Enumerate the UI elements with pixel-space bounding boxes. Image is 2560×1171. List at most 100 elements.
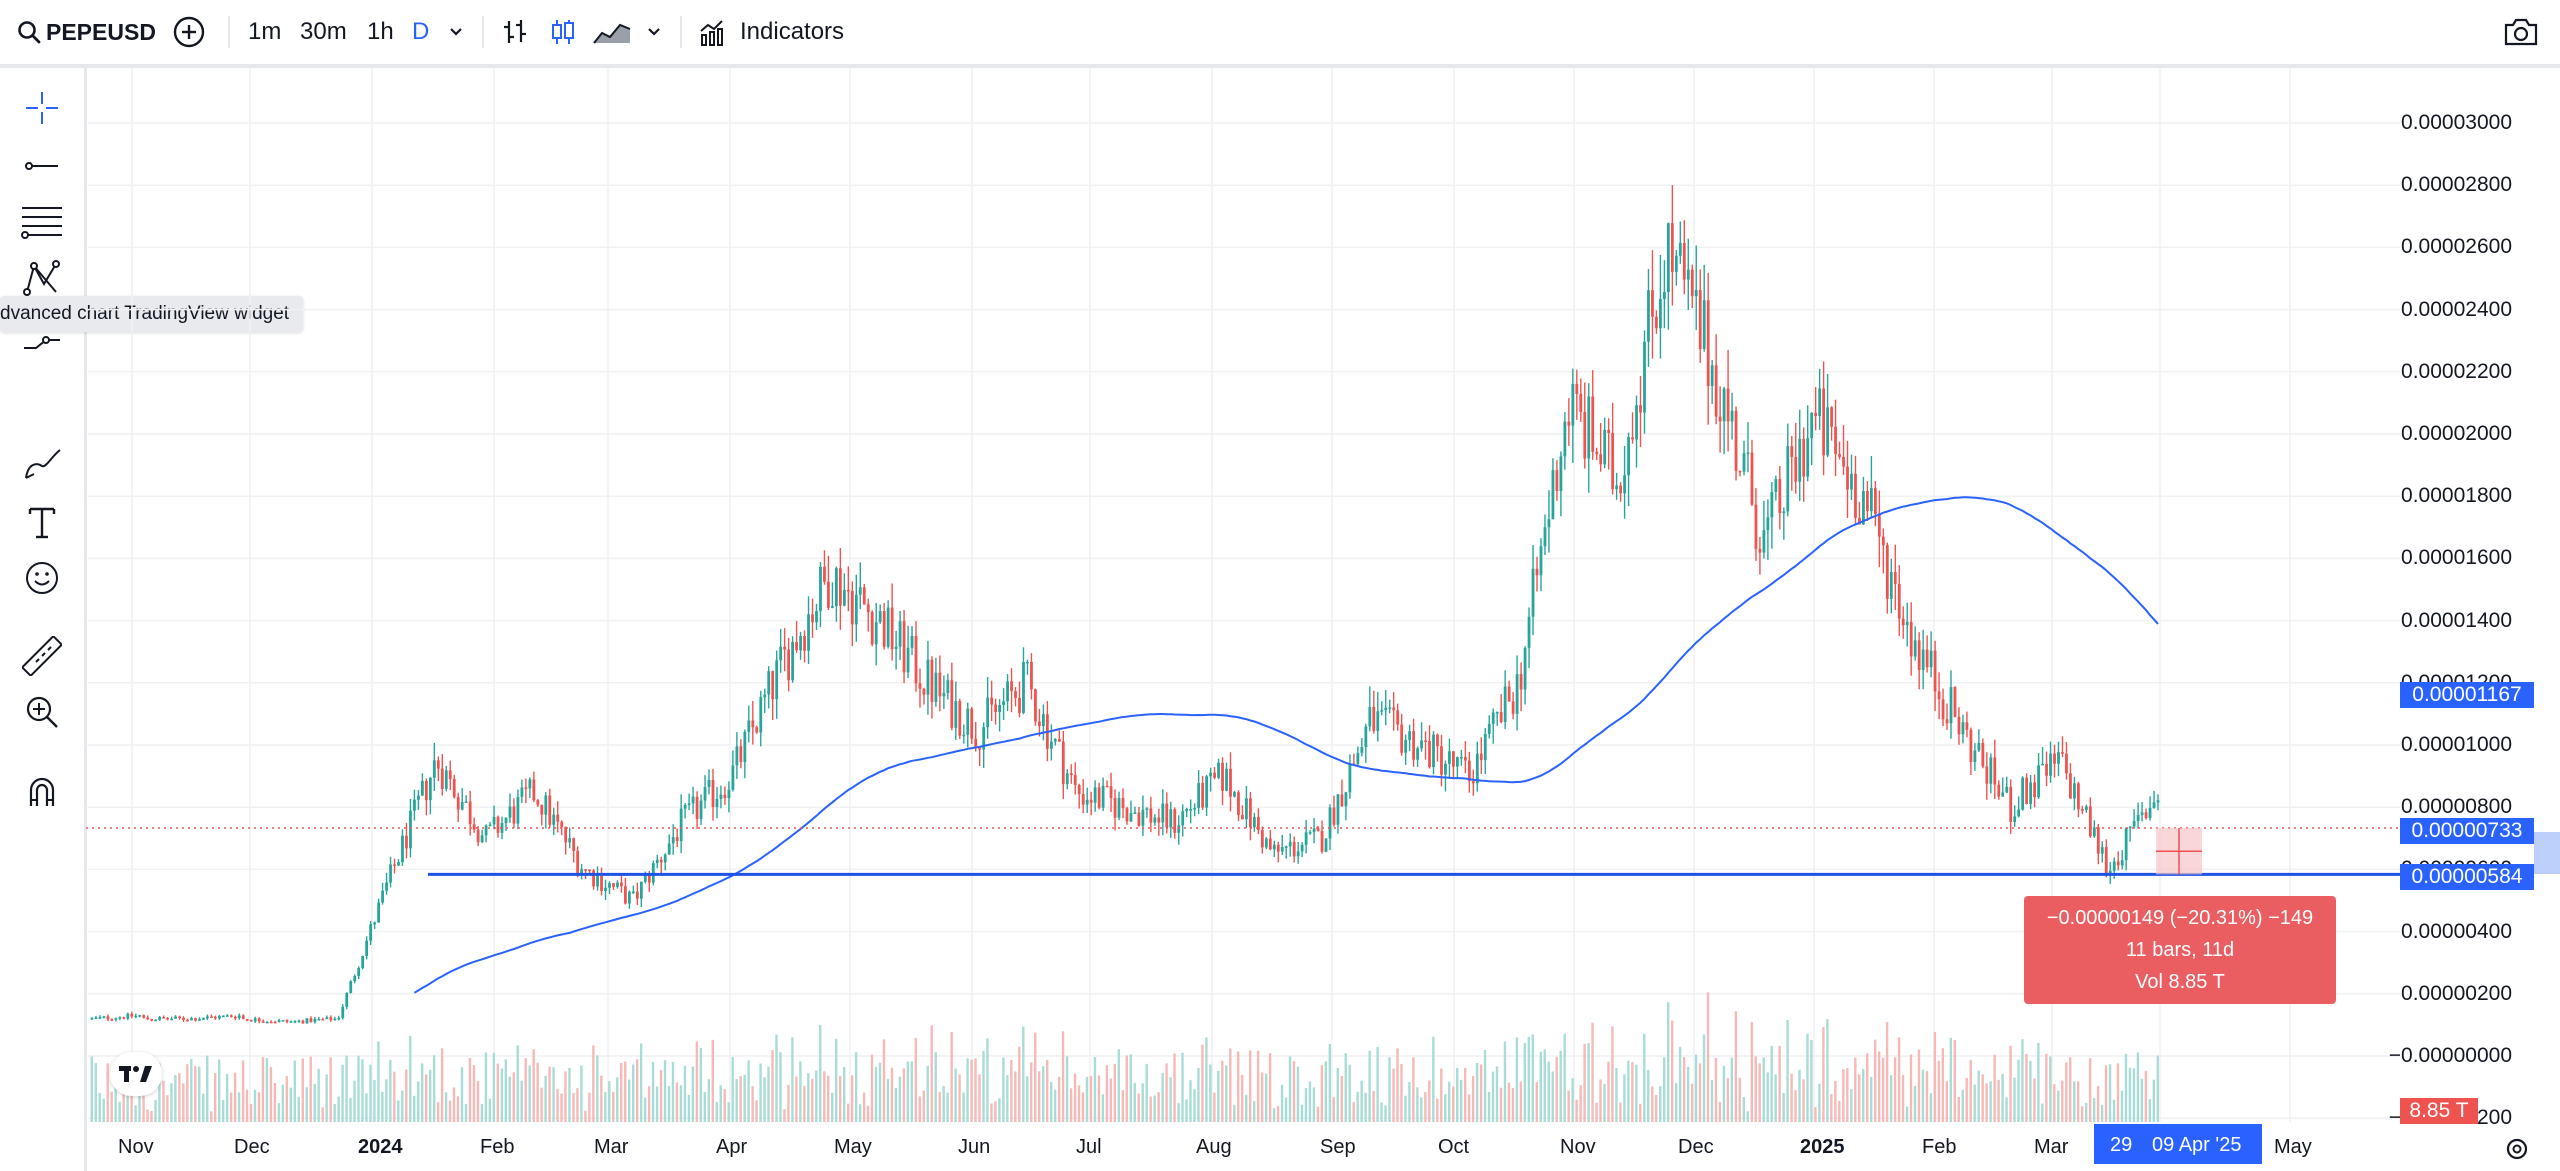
volume-bar [1276, 1106, 1280, 1122]
pattern-tool[interactable] [18, 254, 66, 302]
zoom-in-tool[interactable] [18, 688, 66, 736]
interval-30m[interactable]: 30m [300, 0, 347, 64]
candle-body [1746, 452, 1750, 455]
snapshot-button[interactable] [2502, 0, 2540, 64]
volume-bar [1858, 1074, 1861, 1122]
volume-bar [1272, 1108, 1276, 1122]
camera-icon [2504, 18, 2538, 46]
settings-button[interactable] [2504, 1136, 2530, 1167]
volume-bar [592, 1045, 595, 1122]
brush-tool[interactable] [18, 440, 66, 488]
volume-bar [548, 1066, 551, 1122]
crosshair-tool[interactable] [18, 84, 66, 132]
volume-bar [759, 1063, 762, 1122]
candle-body [874, 622, 878, 645]
interval-d-label: D [412, 18, 430, 45]
toolbar-divider [228, 16, 230, 48]
volume-bar [910, 1061, 914, 1122]
volume-bar [1077, 1085, 1081, 1122]
volume-bar [1913, 1085, 1917, 1122]
candle-body [898, 621, 902, 647]
volume-bar [1535, 1082, 1539, 1122]
candle-body [1822, 388, 1826, 456]
volume-bar [1961, 1089, 1964, 1122]
candle-body [1555, 470, 1559, 492]
volume-bar [484, 1052, 488, 1122]
volume-bar [2096, 1086, 2100, 1122]
candle-body [1105, 785, 1109, 788]
volume-bar [1917, 1049, 1921, 1122]
candle-body [787, 649, 791, 681]
ruler-tool[interactable] [18, 632, 66, 680]
candle-body [2096, 827, 2100, 854]
volume-bar [544, 1075, 547, 1122]
emoji-tool[interactable] [18, 554, 66, 602]
text-tool[interactable] [18, 498, 66, 546]
candle-body [1077, 784, 1081, 795]
indicators-button[interactable]: Indicators [698, 0, 844, 64]
candle-body [779, 646, 783, 661]
volume-bar [1754, 1056, 1757, 1122]
volume-bar [1260, 1072, 1264, 1122]
volume-bar [1985, 1083, 1988, 1122]
volume-bar [998, 1098, 1001, 1122]
chart-style-dropdown[interactable] [644, 0, 664, 64]
fib-tool[interactable] [18, 198, 66, 246]
volume-bar [285, 1076, 289, 1122]
candle-body [1459, 756, 1463, 759]
add-symbol-icon [173, 16, 205, 48]
candle-body [811, 614, 814, 623]
candle-body [934, 672, 938, 703]
candle-body [2017, 809, 2021, 817]
add-symbol-button[interactable] [172, 0, 206, 64]
interval-dropdown[interactable] [446, 0, 466, 64]
interval-d[interactable]: D [412, 0, 429, 64]
drawing-toolbar [0, 68, 87, 1171]
candle-body [2148, 807, 2152, 819]
volume-bar [369, 1064, 372, 1122]
candle-body [1913, 640, 1917, 657]
candle-body [743, 731, 747, 762]
interval-1m[interactable]: 1m [248, 0, 281, 64]
candles-style-button[interactable] [548, 0, 578, 64]
trend-line-tool[interactable] [18, 142, 66, 190]
candle-body [2156, 800, 2160, 803]
price-axis-label: 0.00001600 [2401, 546, 2512, 570]
candle-body [1368, 706, 1372, 727]
interval-1h[interactable]: 1h [367, 0, 394, 64]
tradingview-logo[interactable] [110, 1052, 162, 1096]
candle-body [540, 804, 544, 815]
candle-body [1018, 697, 1021, 713]
volume-bar [233, 1072, 237, 1122]
candle-body [1352, 763, 1356, 766]
candle-body [313, 1019, 317, 1023]
candle-body [1388, 707, 1392, 709]
candle-body [1909, 621, 1913, 657]
candles [90, 185, 2160, 1024]
area-style-button[interactable] [592, 0, 632, 64]
price-axis-label: 0.00000800 [2401, 795, 2512, 819]
volume-bar [1495, 1066, 1499, 1122]
bars-style-button[interactable] [500, 0, 530, 64]
volume-bar [1252, 1101, 1256, 1122]
candle-body [1798, 438, 1802, 482]
volume-bar [735, 1079, 738, 1122]
volume-bar [1698, 1063, 1702, 1122]
candle-body [1666, 223, 1670, 293]
candle-body [1113, 797, 1117, 818]
volume-bar [1889, 1075, 1893, 1122]
candle-body [1905, 621, 1909, 626]
volume-bar [982, 1051, 985, 1122]
volume-bar [1806, 1033, 1809, 1122]
volume-bar [838, 1075, 842, 1122]
volume-bar [1432, 1036, 1435, 1122]
candle-body [309, 1018, 313, 1023]
candle-body [2104, 847, 2108, 874]
prediction-tool[interactable] [18, 314, 66, 362]
candle-body [1762, 530, 1766, 553]
volume-bar [1555, 1056, 1558, 1122]
volume-bar [2128, 1067, 2132, 1122]
candle-body [946, 680, 950, 693]
symbol-search[interactable]: PEPEUSD [16, 0, 158, 64]
magnet-tool[interactable] [18, 768, 66, 816]
